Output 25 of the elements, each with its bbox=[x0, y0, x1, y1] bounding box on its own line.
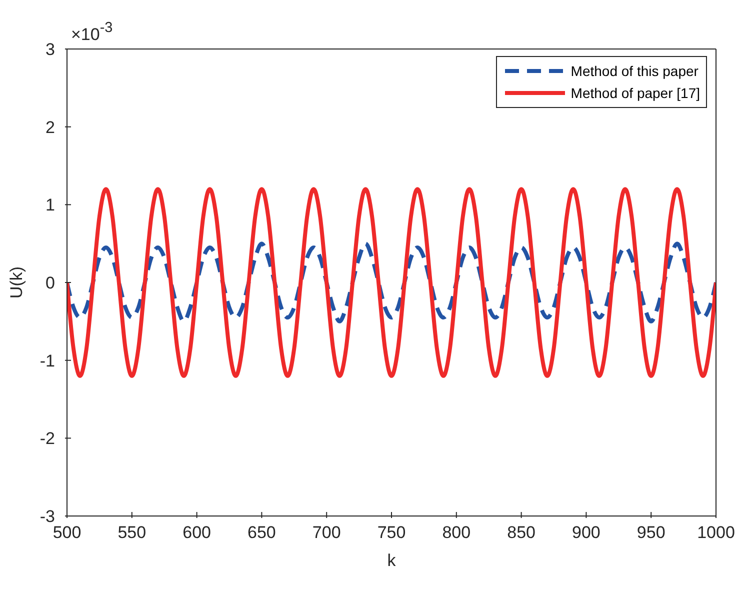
y-tick-label: 0 bbox=[46, 274, 55, 292]
y-tick-label: 3 bbox=[46, 40, 55, 59]
x-tick-label: 650 bbox=[248, 523, 276, 542]
x-tick-label: 1000 bbox=[697, 523, 735, 542]
x-axis-title: k bbox=[387, 551, 396, 570]
x-tick-label: 600 bbox=[182, 523, 211, 542]
y-tick-label: -2 bbox=[40, 429, 55, 448]
x-tick-label: 750 bbox=[377, 523, 406, 542]
legend-label: Method of this paper bbox=[570, 63, 698, 79]
x-tick-label: 500 bbox=[52, 523, 82, 542]
y-tick-label: -3 bbox=[40, 507, 55, 526]
line-series bbox=[67, 242, 716, 324]
text: ×10$^{-3}$ bbox=[71, 20, 113, 44]
x-tick-label: 550 bbox=[118, 523, 146, 542]
y-tick-label: -1 bbox=[40, 351, 55, 370]
y-tick-label: 2 bbox=[46, 118, 55, 137]
x-tick-label: 850 bbox=[507, 523, 536, 542]
x-tick-label: 700 bbox=[312, 523, 341, 542]
x-tick-label: 900 bbox=[572, 523, 600, 542]
line-series bbox=[67, 187, 716, 378]
legend-label: Method of paper [17] bbox=[570, 85, 700, 101]
x-tick-label: 950 bbox=[636, 523, 666, 542]
y-axis-title: U(k) bbox=[7, 266, 26, 299]
y-tick-label: 1 bbox=[46, 196, 55, 215]
x-tick-label: 800 bbox=[442, 523, 471, 542]
